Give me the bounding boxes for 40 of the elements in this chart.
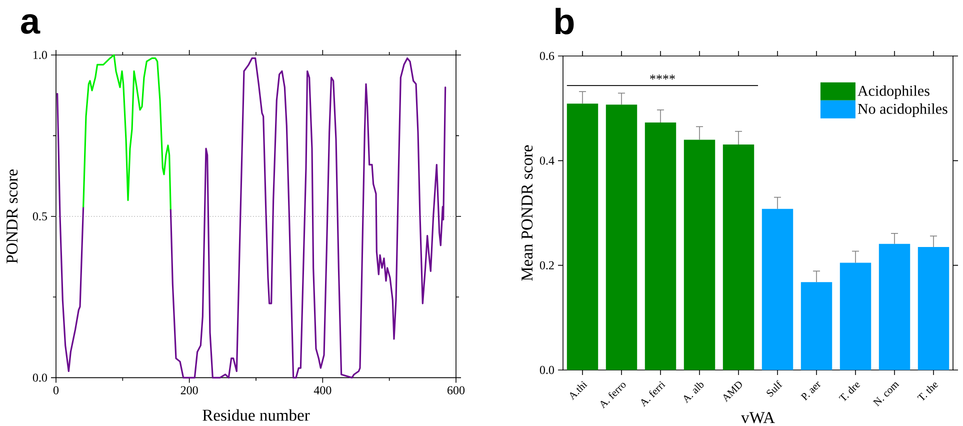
bar xyxy=(566,104,598,370)
bar xyxy=(840,262,872,370)
bar xyxy=(644,122,676,370)
bar xyxy=(918,247,950,370)
bar xyxy=(800,282,832,370)
x-tick-label: 0 xyxy=(53,386,59,394)
x-tick-label: A. alb xyxy=(684,382,704,404)
y-axis-title: Mean PONDR score xyxy=(522,145,533,281)
legend-label: Acidophiles xyxy=(858,85,930,99)
annotation: **** xyxy=(650,74,675,80)
bar xyxy=(684,140,716,370)
x-tick-label: T. dre xyxy=(838,382,860,402)
y-tick-label: 0.4 xyxy=(540,156,554,165)
bar xyxy=(606,104,638,370)
x-tick-label: A. ferri xyxy=(641,381,666,407)
y-tick-label: 0.5 xyxy=(32,212,48,220)
x-axis-title: vWA xyxy=(741,412,775,424)
bar xyxy=(762,208,794,370)
x-tick-label: A. ferro xyxy=(600,382,626,409)
x-tick-label: N. com xyxy=(872,382,900,407)
bar xyxy=(722,144,754,370)
y-tick-label: 0.0 xyxy=(540,366,554,374)
y-tick-label: 1.0 xyxy=(34,50,48,60)
y-tick-label: 0.6 xyxy=(540,52,554,60)
chart-title: a xyxy=(21,14,40,34)
chart-title: b xyxy=(556,8,574,34)
x-tick-label: 600 xyxy=(448,386,465,394)
x-tick-label: P. aer xyxy=(800,381,821,401)
y-axis-title: PONDR score xyxy=(6,170,18,264)
x-tick-label: Sulf xyxy=(766,380,782,397)
line-series xyxy=(56,92,84,372)
legend-label: No acidophiles xyxy=(858,103,948,117)
x-tick-label: 400 xyxy=(314,386,332,394)
x-tick-label: T. the xyxy=(917,382,938,401)
x-tick-label: 200 xyxy=(180,386,198,394)
bar xyxy=(878,244,910,370)
y-tick-label: 0.0 xyxy=(32,374,48,382)
y-tick-label: 0.2 xyxy=(540,261,554,270)
line-series xyxy=(82,54,172,211)
x-axis-title: Residue number xyxy=(202,409,310,421)
